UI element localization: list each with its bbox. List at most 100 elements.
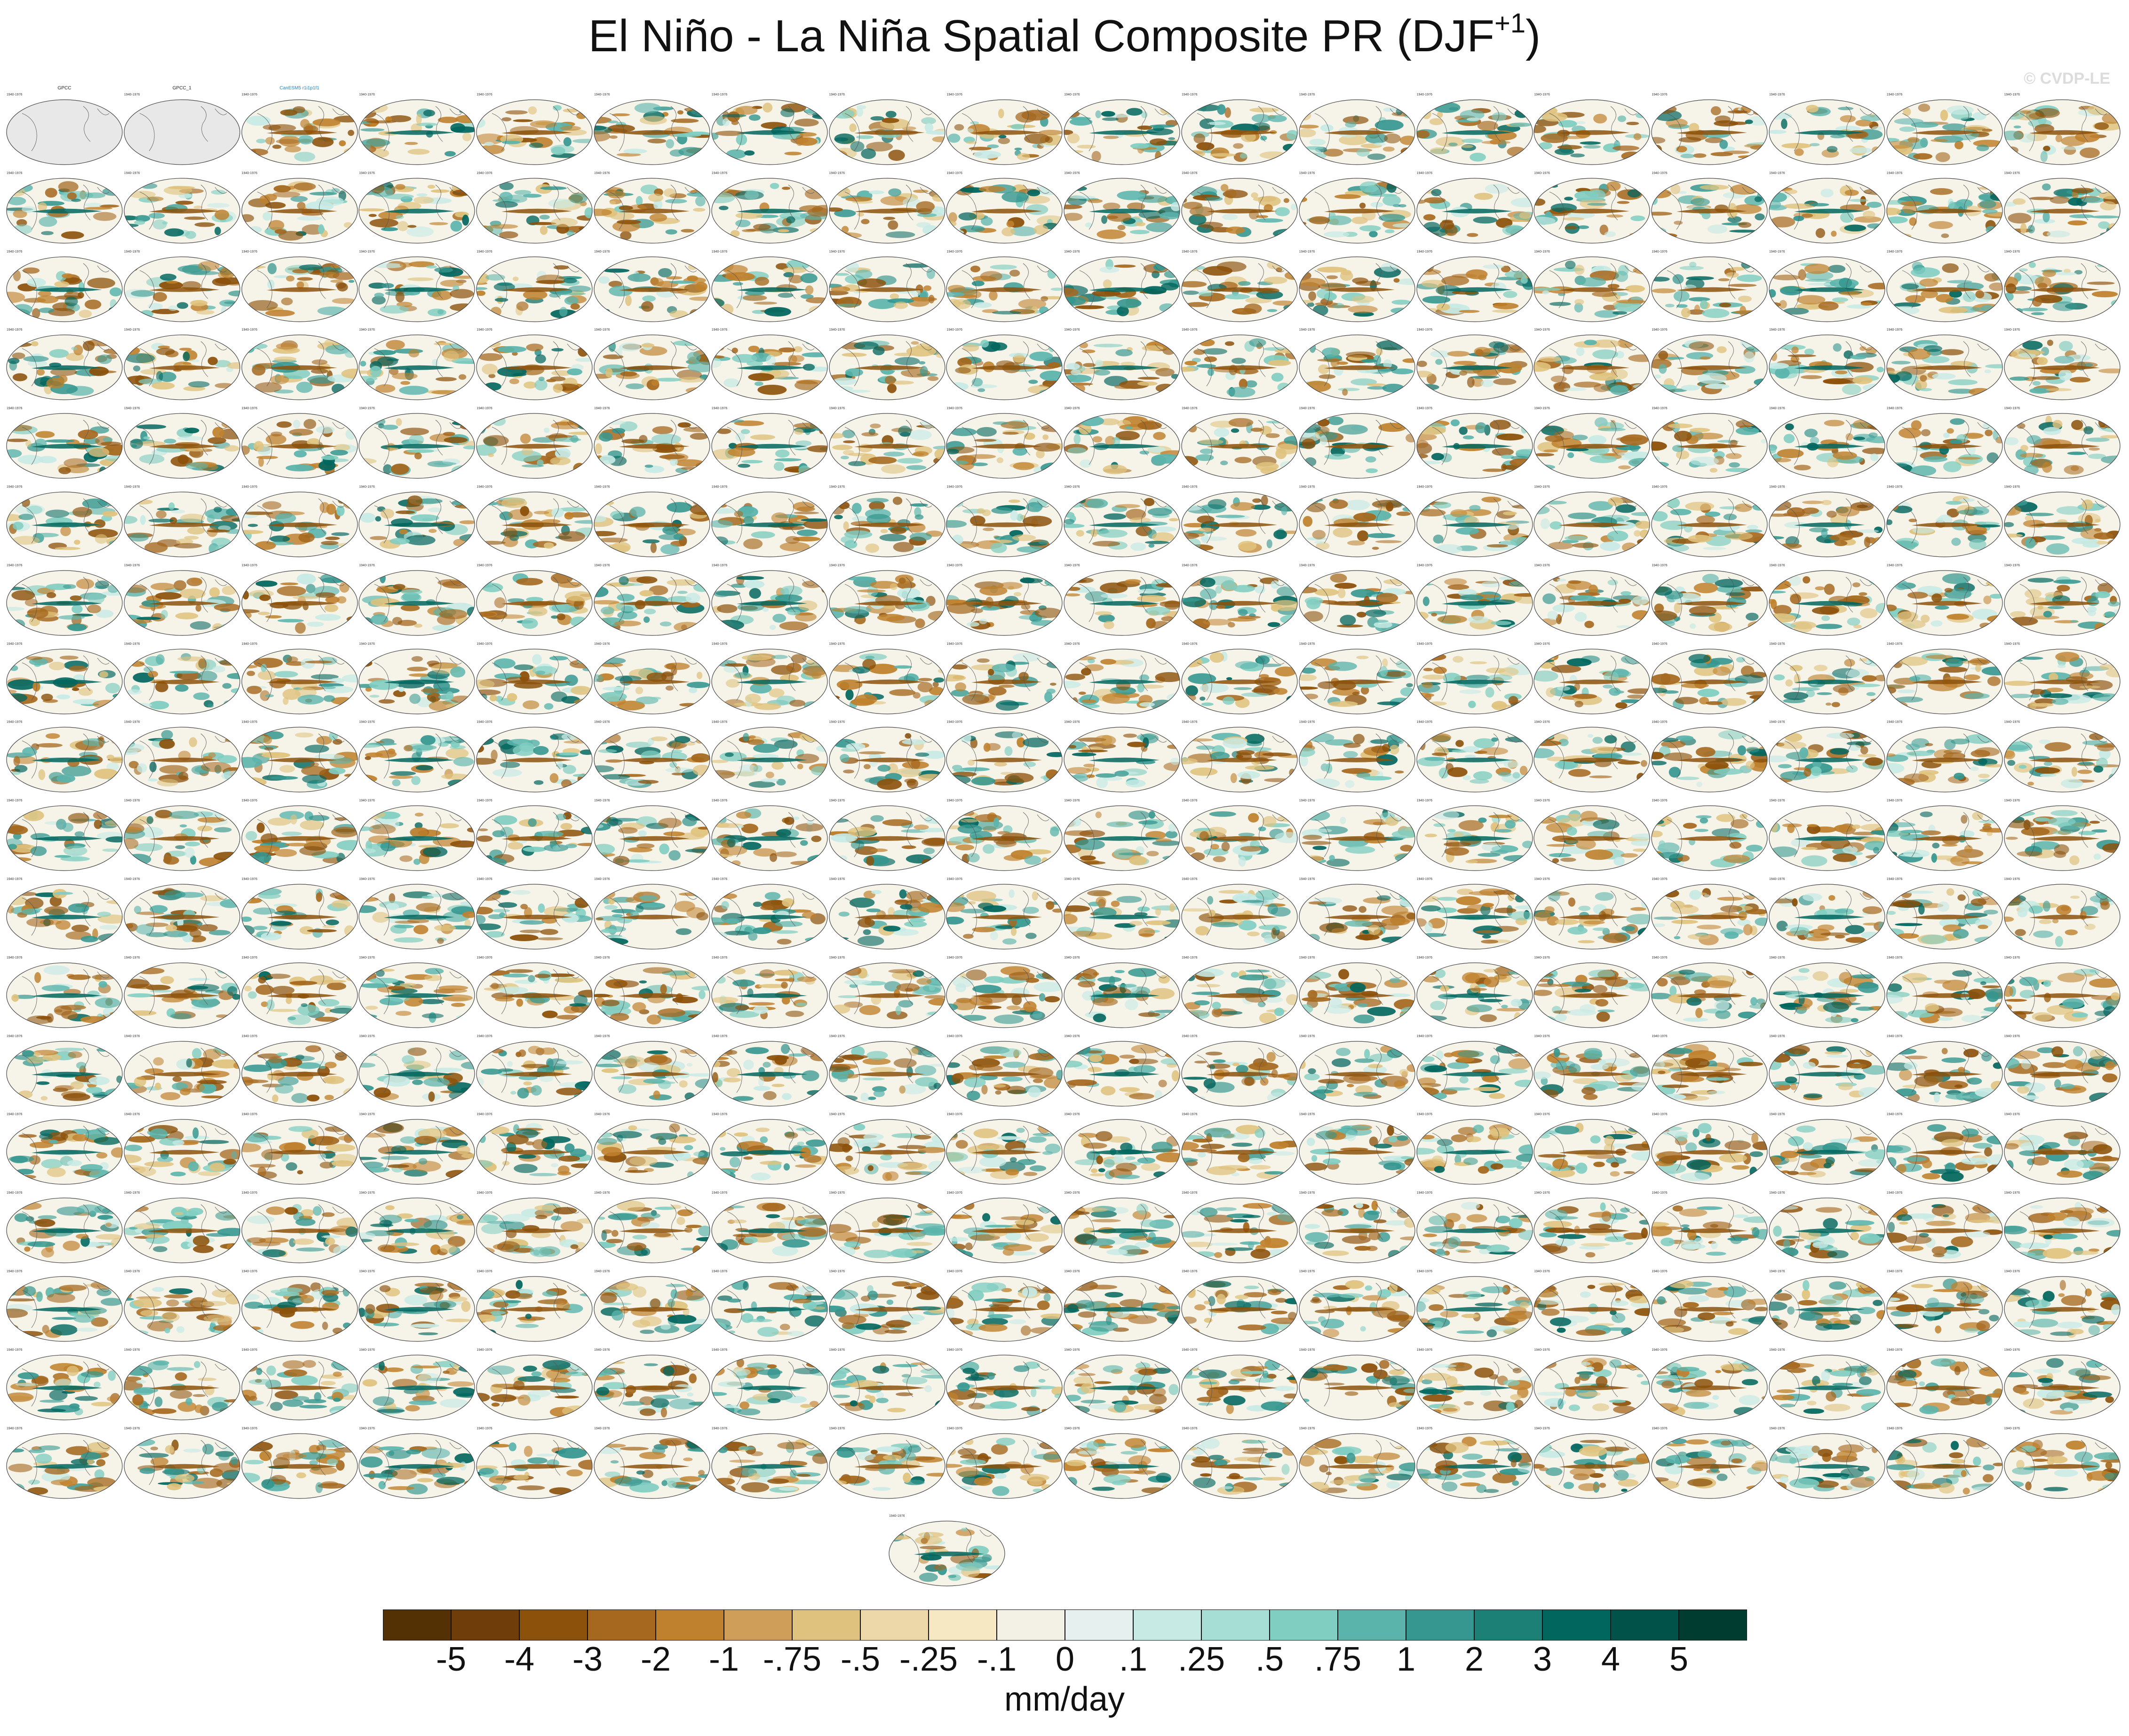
- map-panel: 1940-1976: [711, 1104, 828, 1187]
- map-panel: 1940-1976: [888, 1506, 1006, 1589]
- map-ellipse: [358, 491, 475, 557]
- map-panel: 1940-1976: [1181, 477, 1298, 560]
- panel-period: 1940-1976: [477, 1270, 493, 1273]
- map-panel: 1940-1976: [6, 1261, 123, 1344]
- panel-period: 1940-1976: [124, 93, 140, 96]
- map-panel: 1940-1976: [1298, 1340, 1416, 1423]
- panel-title: GPCC: [57, 86, 71, 91]
- colorbar-swatch: [1610, 1609, 1679, 1641]
- map-panel: 1940-1976: [945, 477, 1063, 560]
- map-panel: 1940-1976: [358, 1183, 476, 1266]
- map-panel: 1940-1976: [1768, 477, 1886, 560]
- map-panel: 1940-1976: [1651, 242, 1768, 325]
- colorbar-swatch: [1064, 1609, 1134, 1641]
- map-panel: 1940-1976: [1533, 477, 1651, 560]
- panel-period: 1940-1976: [1886, 250, 1903, 254]
- map-panel: 1940-1976: [6, 791, 123, 873]
- map-ellipse: [1299, 491, 1415, 557]
- map-ellipse: [124, 727, 240, 793]
- map-panel: 1940-1976: [1533, 1261, 1651, 1344]
- panel-period: 1940-1976: [1652, 1113, 1668, 1117]
- panel-period: 1940-1976: [1534, 1113, 1550, 1117]
- map-panel: 1940-1976: [6, 1340, 123, 1423]
- map-ellipse: [358, 727, 475, 793]
- map-panel: 1940-1976: [476, 398, 593, 481]
- panel-period: 1940-1976: [1534, 1191, 1550, 1195]
- map-panel: 1940-1976: [945, 85, 1063, 167]
- map-ellipse: [6, 256, 123, 322]
- map-panel: 1940-1976: [593, 948, 711, 1031]
- panel-period: 1940-1976: [594, 485, 610, 489]
- colorbar-swatch: [1406, 1609, 1475, 1641]
- panel-period: 1940-1976: [241, 642, 258, 646]
- map-ellipse: [2003, 805, 2121, 871]
- map-panel: 1940-1976: [711, 477, 828, 560]
- map-panel: 1940-1976: [123, 634, 241, 717]
- map-panel: 1940-1976: [1063, 477, 1181, 560]
- panel-period: 1940-1976: [1416, 1427, 1433, 1430]
- map-ellipse: [1181, 884, 1298, 950]
- map-panel: 1940-1976: [711, 712, 828, 795]
- map-panel: 1940-1976: [2003, 948, 2121, 1031]
- map-ellipse: [476, 962, 593, 1028]
- panel-period: 1940-1976: [2004, 1427, 2020, 1430]
- map-panel: 1940-1976: [123, 1261, 241, 1344]
- map-ellipse: [1651, 1276, 1768, 1342]
- panel-period: 1940-1976: [594, 328, 610, 332]
- map-panel: 1940-1976: [476, 1419, 593, 1501]
- map-ellipse: [1416, 570, 1533, 636]
- map-panel: 1940-1976: [123, 242, 241, 325]
- panel-period: 1940-1976: [946, 1034, 962, 1038]
- map-ellipse: [1064, 99, 1180, 165]
- panel-period: 1940-1976: [1652, 407, 1668, 411]
- panel-period: 1940-1976: [359, 721, 375, 724]
- map-ellipse: [1181, 727, 1298, 793]
- map-panel: 1940-1976: [6, 948, 123, 1031]
- map-panel: 1940-1976: [1651, 1104, 1768, 1187]
- map-panel: 1940-1976: [1181, 948, 1298, 1031]
- panel-period: 1940-1976: [1769, 171, 1785, 175]
- map-ellipse: [1769, 884, 1885, 950]
- panel-period: 1940-1976: [1182, 878, 1198, 881]
- panel-period: 1940-1976: [829, 956, 845, 959]
- panel-period: 1940-1976: [829, 93, 845, 96]
- map-ellipse: [476, 178, 593, 244]
- map-ellipse: [358, 413, 475, 479]
- map-ellipse: [711, 1119, 828, 1185]
- map-panel: 1940-1976: [945, 1104, 1063, 1187]
- panel-period: 1940-1976: [2004, 563, 2020, 567]
- map-ellipse: [1299, 884, 1415, 950]
- map-ellipse: [6, 99, 123, 165]
- map-ellipse: [1886, 334, 2003, 400]
- map-panel: 1940-1976: [123, 555, 241, 638]
- map-panel: 1940-1976: [358, 85, 476, 167]
- map-ellipse: [711, 413, 828, 479]
- panel-period: 1940-1976: [946, 799, 962, 803]
- colorbar-swatch: [996, 1609, 1065, 1641]
- map-panel: 1940-1976: [1768, 242, 1886, 325]
- map-panel: 1940-1976: [1181, 1183, 1298, 1266]
- map-ellipse: [828, 413, 945, 479]
- map-panel: 1940-1976: [593, 555, 711, 638]
- map-panel: 1940-1976: [1063, 1183, 1181, 1266]
- map-panel: 1940-1976: [1416, 320, 1533, 403]
- panel-period: 1940-1976: [1652, 171, 1668, 175]
- map-ellipse: [946, 962, 1063, 1028]
- map-panel: 1940-1976: [1533, 85, 1651, 167]
- panel-period: 1940-1976: [124, 721, 140, 724]
- panel-period: 1940-1976: [359, 328, 375, 332]
- panel-period: 1940-1976: [2004, 328, 2020, 332]
- panel-period: 1940-1976: [1769, 563, 1785, 567]
- map-panel: 1940-1976: [711, 163, 828, 246]
- panel-period: 1940-1976: [1416, 956, 1433, 959]
- map-ellipse: [6, 962, 123, 1028]
- panel-period: 1940-1976: [359, 171, 375, 175]
- panel-period: 1940-1976: [1182, 1427, 1198, 1430]
- panel-period: 1940-1976: [241, 1113, 258, 1117]
- panel-period: 1940-1976: [829, 250, 845, 254]
- panel-period: 1940-1976: [477, 878, 493, 881]
- map-panel: 1940-1976: [476, 242, 593, 325]
- panel-period: 1940-1976: [1886, 328, 1903, 332]
- map-ellipse: [358, 1433, 475, 1499]
- map-ellipse: [2003, 256, 2121, 322]
